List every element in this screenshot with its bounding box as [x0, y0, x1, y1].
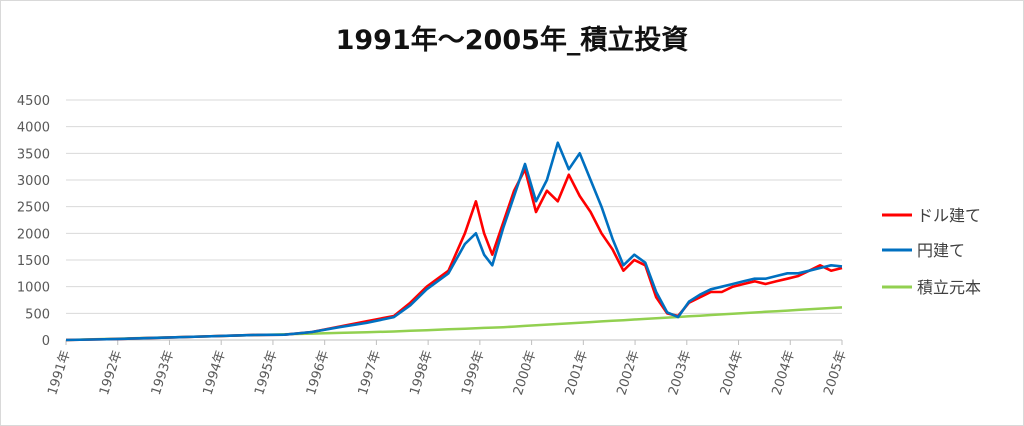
- x-axis-ticks: 1991年 1992年 1993年 1994年 1995年 1996年 1997年 1998年…: [45, 340, 850, 397]
- x-tick-label: 2004年: [718, 349, 747, 397]
- x-tick-label: 2005年: [821, 349, 850, 397]
- x-tick-label: 2001年: [563, 349, 592, 397]
- gridlines: [66, 99, 842, 341]
- y-tick-label: 1000: [17, 281, 50, 296]
- x-tick-label: 1999年: [459, 349, 488, 397]
- y-tick-label: 3500: [17, 147, 50, 162]
- x-tick-label: 1997年: [356, 349, 385, 397]
- y-tick-label: 3000: [17, 174, 50, 189]
- x-tick-label: 1994年: [200, 349, 229, 397]
- legend-label-0: ドル建て: [917, 206, 981, 225]
- x-tick-label: 2004年: [770, 349, 799, 397]
- x-tick-label: 2002年: [614, 349, 643, 397]
- x-tick-label: 2000年: [511, 349, 540, 397]
- legend-label-1: 円建て: [917, 241, 965, 260]
- x-tick-label: 1993年: [149, 349, 178, 397]
- legend-label-2: 積立元本: [917, 278, 981, 297]
- chart-title: 1991年～2005年_積立投資: [335, 25, 689, 56]
- y-tick-label: 0: [42, 334, 50, 349]
- series-line-2: [65, 306, 843, 342]
- x-tick-label: 1998年: [407, 349, 436, 397]
- y-tick-label: 4500: [17, 94, 50, 109]
- series-line-1: [65, 141, 843, 342]
- y-axis-ticks: 0 500 1000 1500 2000 2500 3000 3500 4000 4500: [17, 94, 50, 349]
- x-tick-label: 1992年: [97, 349, 126, 397]
- y-tick-label: 2500: [17, 201, 50, 216]
- y-tick-label: 1500: [17, 254, 50, 269]
- y-tick-label: 500: [25, 307, 50, 322]
- y-tick-label: 4000: [17, 121, 50, 136]
- series-lines: [65, 141, 843, 342]
- y-tick-label: 2000: [17, 227, 50, 242]
- x-tick-label: 2003年: [666, 349, 695, 397]
- x-tick-label: 1991年: [45, 349, 74, 397]
- x-tick-label: 1995年: [252, 349, 281, 397]
- x-tick-label: 1996年: [304, 349, 333, 397]
